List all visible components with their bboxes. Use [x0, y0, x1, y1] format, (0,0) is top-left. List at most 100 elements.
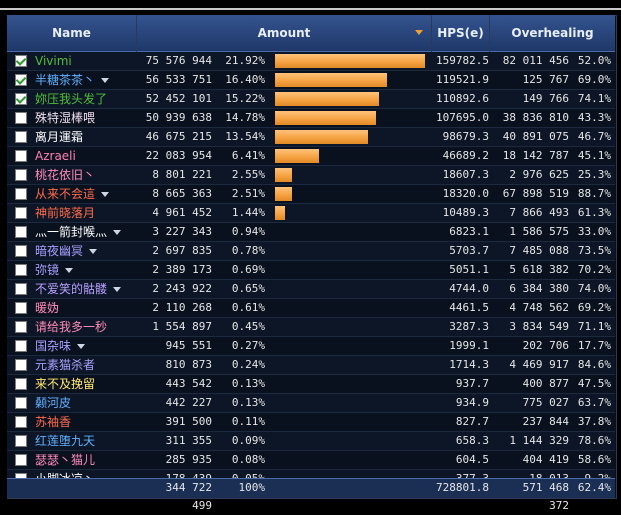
- amount-bar: [275, 54, 425, 68]
- row-checkbox[interactable]: [15, 245, 27, 257]
- table-row[interactable]: 红莲堕九天 311 355 0.09% 658.3 1 144 329 78.6%: [7, 432, 615, 451]
- table-row[interactable]: 灬一箭封喉灬 3 227 343 0.94% 6823.1 1 586 575 33.0%: [7, 223, 615, 242]
- table-row[interactable]: 来不及挽留 443 542 0.13% 937.7 400 877 47.5%: [7, 375, 615, 394]
- table-row[interactable]: 半糖茶茶丶 56 533 751 16.40% 119521.9 125 767 180…: [7, 71, 615, 104]
- amount-bar-track: [275, 415, 425, 429]
- col-name-header[interactable]: Name: [7, 15, 137, 51]
- overhealing-value: 4 748 562: [509, 301, 569, 314]
- row-checkbox[interactable]: [15, 302, 27, 314]
- row-checkbox[interactable]: [15, 321, 27, 333]
- row-checkbox[interactable]: [15, 93, 27, 105]
- table-row[interactable]: 不爱笑的骷髅 2 243 922 0.65% 4744.0 6 384 380 74.0%: [7, 280, 615, 299]
- row-checkbox[interactable]: [15, 416, 27, 428]
- total-overhealing: 571 468 372: [522, 481, 569, 512]
- hps-value: 10489.3: [442, 206, 489, 219]
- total-hps: 728801.8: [436, 481, 489, 494]
- player-name: 灬一箭封喉灬: [35, 225, 108, 239]
- table-row[interactable]: 颡河皮 442 227 0.13% 934.9 775 027 63.7%: [7, 394, 615, 413]
- table-row[interactable]: 殊特湿棒喂 50 939 638 14.78% 107695.0 38 836 810 4…: [7, 109, 615, 128]
- row-checkbox[interactable]: [15, 169, 27, 181]
- chevron-down-icon[interactable]: [101, 78, 109, 83]
- hps-value: 658.3: [455, 434, 489, 447]
- table-row[interactable]: 请给我多一秒 1 554 897 0.45% 3287.3 3 834 549 71.1%: [7, 318, 615, 337]
- amount-percent: 15.22%: [225, 92, 265, 105]
- overhealing-percent: 46.7%: [577, 130, 611, 143]
- col-overhealing-header[interactable]: Overhealing: [511, 26, 594, 40]
- amount-bar-track: [275, 149, 425, 163]
- row-checkbox[interactable]: [15, 55, 27, 67]
- amount-bar-track: [275, 282, 425, 296]
- player-name: 神前晓落月: [35, 206, 96, 220]
- row-checkbox[interactable]: [15, 378, 27, 390]
- amount-bar: [275, 187, 293, 201]
- amount-percent: 16.40%: [225, 73, 265, 86]
- amount-percent: 0.13%: [231, 377, 265, 390]
- overhealing-percent: 63.7%: [577, 396, 611, 409]
- row-checkbox[interactable]: [15, 131, 27, 143]
- amount-bar-track: [275, 320, 425, 334]
- row-checkbox[interactable]: [15, 435, 27, 447]
- table-row[interactable]: 暗夜幽冥 2 697 835 0.78% 5703.7 7 485 088 73.5%: [7, 242, 615, 261]
- player-name: 请给我多一秒: [35, 320, 108, 334]
- table-row[interactable]: 离月運霜 46 675 215 13.54% 98679.3 40 891 075 46.…: [7, 128, 615, 147]
- table-row[interactable]: 神前晓落月 4 961 452 1.44% 10489.3 7 866 493 61.3%: [7, 204, 615, 223]
- table-row[interactable]: 暖妫 2 110 268 0.61% 4461.5 4 748 562 69.2%: [7, 299, 615, 318]
- total-overhealing-percent: 62.4%: [577, 481, 611, 494]
- hps-value: 937.7: [455, 377, 489, 390]
- amount-percent: 13.54%: [225, 130, 265, 143]
- chevron-down-icon[interactable]: [113, 230, 121, 235]
- hps-value: 159782.5: [436, 54, 489, 67]
- col-amount-label: Amount: [257, 26, 311, 40]
- amount-percent: 0.61%: [231, 301, 265, 314]
- amount-value: 52 452 101: [145, 92, 212, 105]
- chevron-down-icon[interactable]: [113, 287, 121, 292]
- table-row[interactable]: 苏袖香 391 500 0.11% 827.7 237 844 37.8%: [7, 413, 615, 432]
- table-row[interactable]: 弥镜 2 389 173 0.69% 5051.1 5 618 382 70.2%: [7, 261, 615, 280]
- chevron-down-icon[interactable]: [77, 344, 85, 349]
- chevron-down-icon[interactable]: [101, 192, 109, 197]
- overhealing-value: 6 384 380: [509, 282, 569, 295]
- amount-value: 50 939 638: [145, 111, 212, 124]
- amount-value: 22 083 954: [145, 149, 212, 162]
- table-row[interactable]: 桃花依旧丶 8 801 221 2.55% 18607.3 2 976 625 25.3%: [7, 166, 615, 185]
- row-checkbox[interactable]: [15, 207, 27, 219]
- amount-bar: [275, 206, 285, 220]
- table-row[interactable]: Azraeli 22 083 954 6.41% 46689.2 18 142 787 4…: [7, 147, 615, 166]
- col-amount-header[interactable]: Amount: [137, 15, 432, 51]
- amount-value: 46 675 215: [145, 130, 212, 143]
- table-row[interactable]: 妳压我头发了 52 452 101 15.22% 110892.6 149 766 75…: [7, 90, 615, 123]
- row-checkbox[interactable]: [15, 397, 27, 409]
- hps-value: 110892.6: [436, 92, 489, 105]
- table-row[interactable]: 瑟瑟丶猫儿 285 935 0.08% 604.5 404 419 58.6%: [7, 451, 615, 470]
- player-name: 暖妫: [35, 301, 60, 315]
- sort-desc-icon[interactable]: [415, 30, 423, 35]
- amount-bar-track: [275, 339, 425, 353]
- chevron-down-icon[interactable]: [89, 249, 97, 254]
- hps-value: 3287.3: [449, 320, 489, 333]
- row-checkbox[interactable]: [15, 188, 27, 200]
- row-checkbox[interactable]: [15, 454, 27, 466]
- amount-value: 810 873: [165, 358, 212, 371]
- col-hps-header[interactable]: HPS(e): [432, 15, 490, 51]
- table-row[interactable]: 从来不会這 8 665 363 2.51% 18320.0 67 898 519 88.7…: [7, 185, 615, 204]
- hps-value: 98679.3: [442, 130, 489, 143]
- amount-bar-track: [275, 453, 425, 467]
- row-checkbox[interactable]: [15, 283, 27, 295]
- amount-value: 3 227 343: [152, 225, 212, 238]
- row-checkbox[interactable]: [15, 150, 27, 162]
- row-checkbox[interactable]: [15, 359, 27, 371]
- amount-value: 442 227: [165, 396, 212, 409]
- table-row[interactable]: 国杂味 945 551 0.27% 1999.1 202 706 17.7%: [7, 337, 615, 356]
- window-topbar: [0, 0, 621, 12]
- row-checkbox[interactable]: [15, 226, 27, 238]
- row-checkbox[interactable]: [15, 112, 27, 124]
- table-row[interactable]: 元素猫杀者 810 873 0.24% 1714.3 4 469 917 84.6%: [7, 356, 615, 375]
- row-checkbox[interactable]: [15, 340, 27, 352]
- amount-value: 2 243 922: [152, 282, 212, 295]
- overhealing-percent: 37.8%: [577, 415, 611, 428]
- row-checkbox[interactable]: [15, 264, 27, 276]
- chevron-down-icon[interactable]: [65, 268, 73, 273]
- table-row[interactable]: Vivimi 75 576 944 21.92% 159782.5 82 011 456…: [7, 52, 615, 71]
- row-checkbox[interactable]: [15, 74, 27, 86]
- hps-value: 4461.5: [449, 301, 489, 314]
